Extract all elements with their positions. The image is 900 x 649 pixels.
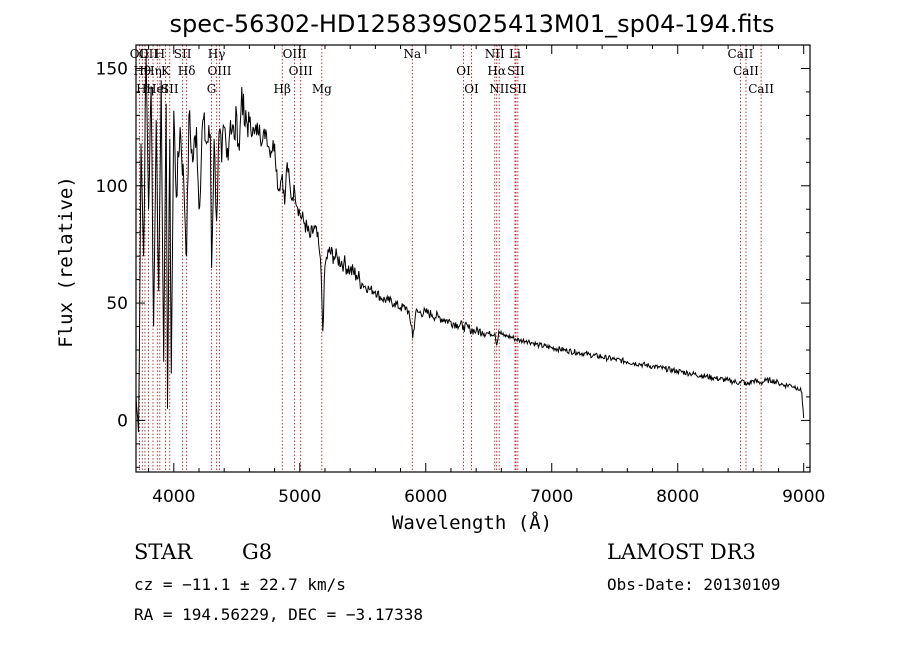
spectral-line-label: OIII <box>283 47 307 61</box>
spectral-line-label: H <box>155 47 165 61</box>
x-tick-label: 4000 <box>152 487 195 507</box>
survey-name: LAMOST DR3 <box>607 540 756 564</box>
coordinates: RA = 194.56229, DEC = −3.17338 <box>134 605 423 624</box>
spectral-line-label: SII <box>161 82 179 96</box>
x-tick-label: 7000 <box>530 487 573 507</box>
spectral-line-labels: OIIHθHηOIIHηHeIHKSIISIIHδGHγOIIIHβOIIIOI… <box>130 47 775 96</box>
redshift-velocity: cz = −11.1 ± 22.7 km/s <box>134 575 346 594</box>
plot-frame <box>135 44 811 473</box>
spectral-line-label: HeI <box>146 82 169 96</box>
axis-ticks: 4000 5000 6000 7000 8000 9000 0 50 100 150 <box>96 44 825 507</box>
spectral-line-label: CaII <box>748 82 774 96</box>
chart-title: spec-56302-HD125839S025413M01_sp04-194.f… <box>169 10 774 38</box>
spectral-line-label: Hη <box>144 64 162 78</box>
spectral-line-label: OI <box>464 82 479 96</box>
observation-date: Obs-Date: 20130109 <box>607 575 781 594</box>
x-tick-label: 5000 <box>278 487 321 507</box>
spectral-line-label: OIII <box>289 64 313 78</box>
spectral-line-label: Hα <box>487 64 506 78</box>
spectral-line-label: Mg <box>312 82 332 96</box>
y-tick-label: 50 <box>106 294 128 314</box>
spectral-line-label: Hη <box>136 82 154 96</box>
spectral-line-label: CaII <box>728 47 754 61</box>
object-class: STAR <box>134 540 193 564</box>
spectral-lines <box>138 45 762 472</box>
y-tick-label: 150 <box>96 59 128 79</box>
y-tick-label: 0 <box>117 411 128 431</box>
spectral-line-label: OIII <box>207 64 231 78</box>
spectral-line-label: OI <box>456 64 471 78</box>
x-tick-label: 6000 <box>404 487 447 507</box>
spectral-line-label: Hβ <box>274 82 291 96</box>
spectral-line-label: Na <box>403 47 421 61</box>
object-subclass: G8 <box>242 540 273 564</box>
spectral-line-label: CaII <box>733 64 759 78</box>
spectral-line-label: OII <box>139 47 159 61</box>
spectral-line-label: NII <box>489 82 509 96</box>
spectral-line-label: K <box>161 64 171 78</box>
x-axis-label: Wavelength (Å) <box>392 511 552 534</box>
spectral-line-label: Hδ <box>178 64 196 78</box>
spectral-line-label: Li <box>509 47 521 61</box>
flux-series-line <box>135 56 805 433</box>
spectral-line-label: SII <box>509 82 527 96</box>
spectral-line-label: OII <box>130 47 150 61</box>
x-tick-label: 9000 <box>782 487 825 507</box>
x-tick-label: 8000 <box>656 487 699 507</box>
spectral-line-label: G <box>207 82 217 96</box>
spectral-line-label: Hγ <box>208 47 226 61</box>
spectral-line-label: SII <box>174 47 192 61</box>
spectral-line-label: NII <box>485 47 505 61</box>
spectral-line-label: SII <box>507 64 525 78</box>
y-axis-label: Flux (relative) <box>55 176 77 348</box>
y-tick-label: 100 <box>96 177 128 197</box>
